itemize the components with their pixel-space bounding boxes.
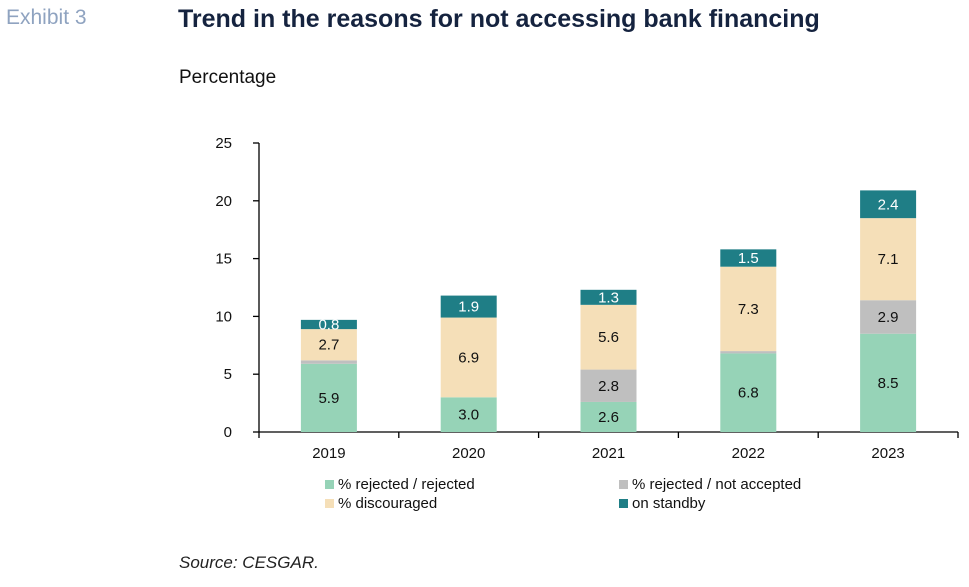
y-tick-label: 5 xyxy=(224,366,232,383)
data-label: 6.9 xyxy=(458,349,479,366)
y-tick-label: 25 xyxy=(215,135,232,152)
legend-label: % rejected / rejected xyxy=(338,476,475,493)
legend-label: on standby xyxy=(632,495,706,512)
data-label: 2.8 xyxy=(598,378,619,395)
bar-segment xyxy=(720,351,777,354)
bar-segment xyxy=(860,300,917,334)
y-tick-label: 15 xyxy=(215,251,232,268)
bar-segment xyxy=(720,249,777,267)
legend-swatch xyxy=(619,499,628,508)
bar-segment xyxy=(440,295,497,318)
exhibit-label: Exhibit 3 xyxy=(6,6,87,29)
data-label: 5.6 xyxy=(598,329,619,346)
chart-subtitle: Percentage xyxy=(179,67,277,88)
bar-segment xyxy=(440,397,497,432)
data-label: 1.3 xyxy=(598,289,619,306)
bar-segment xyxy=(720,266,777,352)
bar-segment xyxy=(300,360,357,364)
bar-segment xyxy=(300,329,357,361)
legend-swatch xyxy=(619,480,628,489)
bar-segment xyxy=(720,353,777,432)
data-label: 6.8 xyxy=(738,385,759,402)
bar-segment xyxy=(580,369,637,402)
bar-segment xyxy=(580,289,637,305)
legend-label: % rejected / not accepted xyxy=(632,476,801,493)
x-tick-label: 2020 xyxy=(452,445,485,462)
legend-swatch xyxy=(325,499,334,508)
source-note: Source: CESGAR. xyxy=(179,553,319,572)
data-label: 5.9 xyxy=(318,390,339,407)
x-tick-label: 2021 xyxy=(592,445,625,462)
chart-title: Trend in the reasons for not accessing b… xyxy=(178,5,820,33)
bar-segment xyxy=(860,218,917,301)
data-label: 1.9 xyxy=(458,299,479,316)
bar-segment xyxy=(860,190,917,219)
y-tick-label: 0 xyxy=(224,424,232,441)
bar-segment xyxy=(580,304,637,370)
legend-label: % discouraged xyxy=(338,495,437,512)
data-label: 1.5 xyxy=(738,250,759,267)
data-label: 8.5 xyxy=(878,375,899,392)
bar-segment xyxy=(580,401,637,432)
data-label: 2.7 xyxy=(318,337,339,354)
bar-segment xyxy=(860,333,917,432)
x-tick-label: 2022 xyxy=(732,445,765,462)
y-tick-label: 20 xyxy=(215,193,232,210)
bar-segment xyxy=(300,319,357,330)
data-label: 0.8 xyxy=(318,316,339,333)
bar-segment xyxy=(440,317,497,398)
x-tick-label: 2023 xyxy=(871,445,904,462)
x-tick-label: 2019 xyxy=(312,445,345,462)
y-tick-label: 10 xyxy=(215,308,232,325)
data-label: 2.9 xyxy=(878,309,899,326)
data-label: 2.6 xyxy=(598,409,619,426)
data-label: 7.1 xyxy=(878,251,899,268)
legend-swatch xyxy=(325,480,334,489)
bar-segment xyxy=(300,363,357,432)
data-label: 7.3 xyxy=(738,301,759,318)
data-label: 3.0 xyxy=(458,407,479,424)
data-label: 2.4 xyxy=(878,196,899,213)
